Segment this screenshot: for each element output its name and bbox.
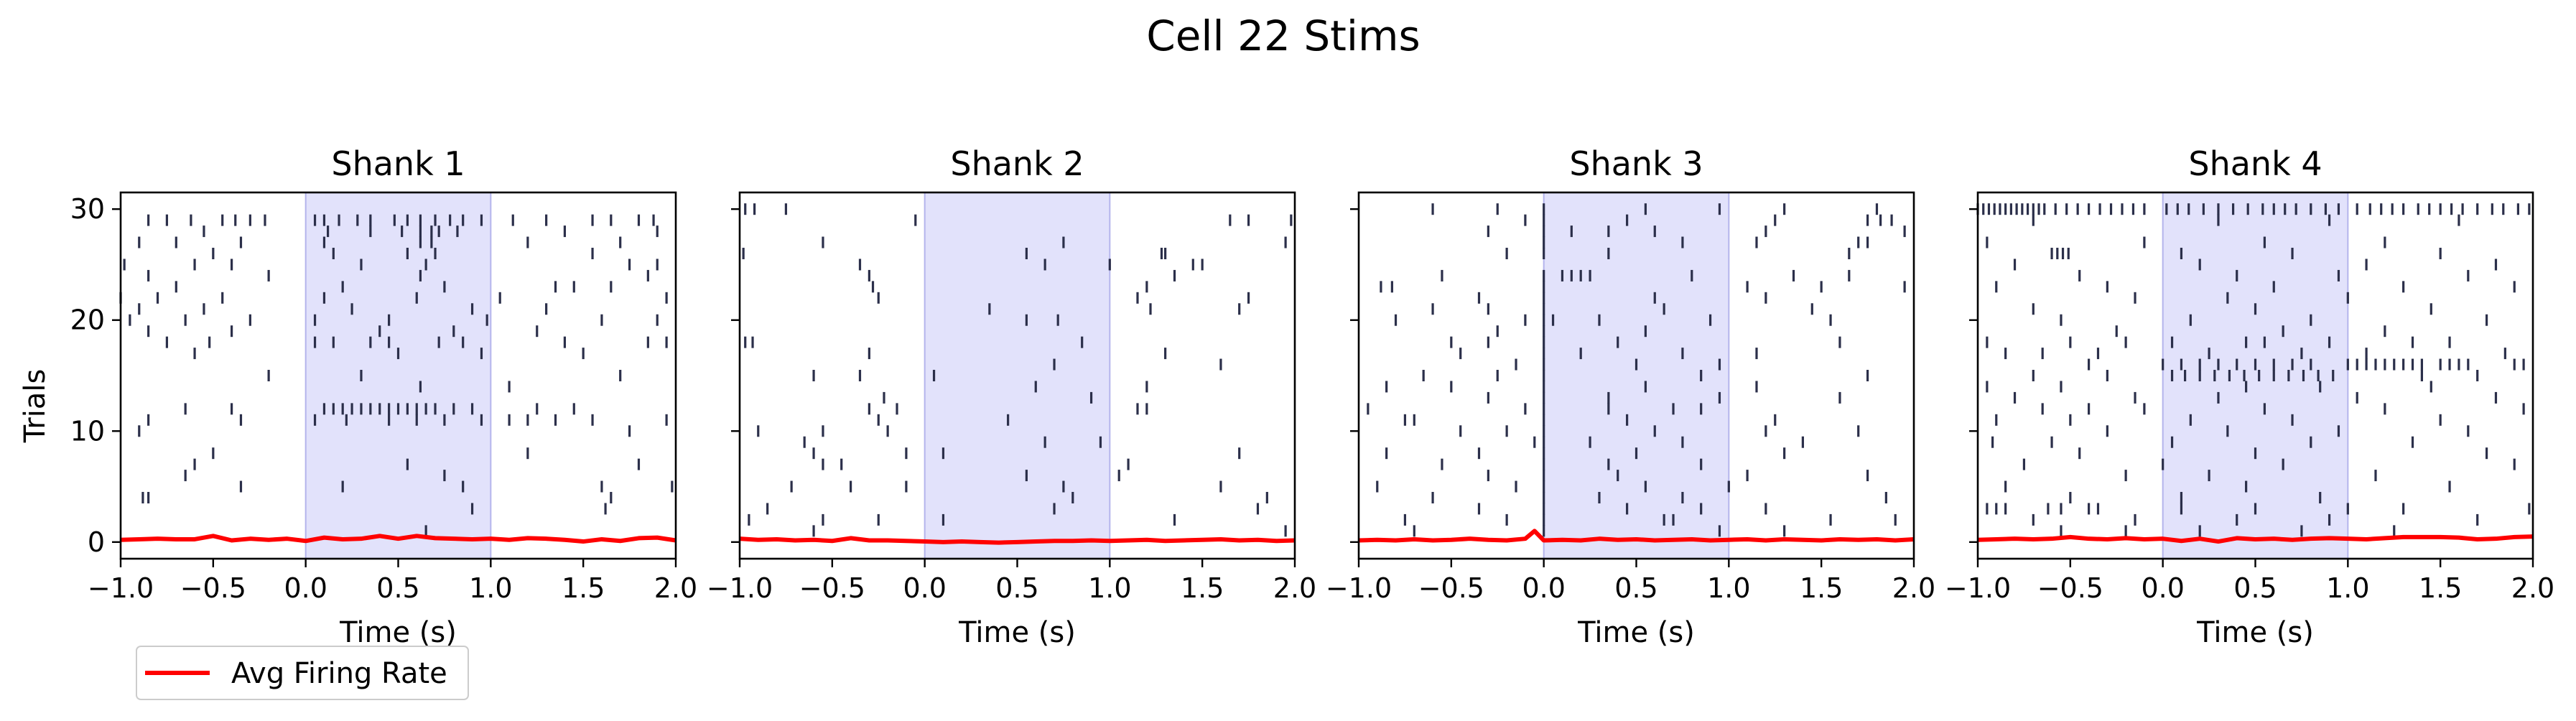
x-tick-label: 0.5 [995,572,1038,604]
x-axis-label: Time (s) [339,616,457,649]
x-tick-label: 1.0 [1707,572,1750,604]
y-tick-label: 30 [70,193,105,225]
x-tick-label: 0.0 [903,572,946,604]
x-tick-label: 2.0 [1892,572,1935,604]
y-tick-label: 10 [70,415,105,447]
stim-window-shade [305,192,491,559]
x-tick-label: −1.0 [1326,572,1392,604]
legend-label: Avg Firing Rate [231,657,447,690]
y-axis-label: Trials [19,369,52,444]
x-tick-label: 0.0 [284,572,327,604]
panel-shank-1: −1.0 −0.5 0.0 0.5 1.0 1.5 2.0 0 10 20 30 Shank 1 Tim… [70,144,698,649]
avg-firing-rate-line [120,534,676,544]
panel-shank-2: −1.0 −0.5 0.0 0.5 1.0 1.5 2.0 Shank 2 Time (s) [707,144,1316,649]
x-tick-label: 1.5 [2419,572,2462,604]
spike-raster [1976,203,2531,537]
x-tick-label: 0.0 [2141,572,2184,604]
legend: Avg Firing Rate [136,646,469,700]
x-tick-label: −0.5 [799,572,865,604]
x-tick-label: 1.5 [1800,572,1843,604]
x-tick-label: −0.5 [180,572,246,604]
spike-raster [1367,203,1906,537]
x-tick-label: 1.5 [1181,572,1224,604]
avg-firing-rate-line [739,536,1296,545]
x-tick-label: 0.5 [1614,572,1657,604]
legend-box [136,646,469,700]
x-tick-label: 0.5 [2233,572,2277,604]
panel-shank-3: −1.0 −0.5 0.0 0.5 1.0 1.5 2.0 Shank 3 Time (s) [1326,144,1935,649]
x-tick-label: −0.5 [2037,572,2103,604]
x-tick-label: 1.0 [1088,572,1131,604]
x-tick-label: 1.0 [469,572,512,604]
figure-title: Cell 22 Stims [1146,11,1420,60]
x-tick-label: 2.0 [1273,572,1316,604]
avg-firing-rate-line [1358,529,1915,543]
panels-group: −1.0 −0.5 0.0 0.5 1.0 1.5 2.0 0 10 20 30 Shank 1 Tim… [70,144,2555,649]
x-tick-label: 2.0 [654,572,697,604]
panel-title: Shank 3 [1569,144,1703,183]
x-tick-label: 0.0 [1522,572,1565,604]
avg-firing-rate-line [1977,534,2534,544]
x-axis-label: Time (s) [1577,616,1695,649]
y-tick-label: 20 [70,304,105,336]
x-tick-label: −0.5 [1418,572,1484,604]
x-tick-label: −1.0 [707,572,773,604]
stim-window-shade [2162,192,2348,559]
panel-shank-4: −1.0 −0.5 0.0 0.5 1.0 1.5 2.0 Shank 4 Time (s) [1945,144,2554,649]
y-tick-label: 0 [88,526,105,558]
x-axis-label: Time (s) [958,616,1076,649]
stim-window-shade [924,192,1110,559]
spike-raster [119,214,674,537]
x-tick-label: 2.0 [2511,572,2554,604]
x-tick-label: 1.5 [562,572,605,604]
x-tick-label: −1.0 [88,572,154,604]
panel-title: Shank 2 [950,144,1084,183]
x-axis-label: Time (s) [2196,616,2314,649]
panel-title: Shank 1 [331,144,465,183]
x-tick-label: 0.5 [376,572,419,604]
stim-window-shade [1543,192,1729,559]
x-tick-label: −1.0 [1945,572,2011,604]
spike-raster [742,203,1293,537]
x-tick-label: 1.0 [2326,572,2369,604]
panel-title: Shank 4 [2188,144,2322,183]
